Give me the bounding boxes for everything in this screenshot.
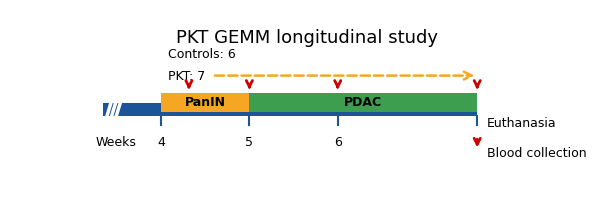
Text: PKT: 7: PKT: 7 <box>168 70 205 83</box>
Text: 5: 5 <box>245 136 253 149</box>
Text: PDAC: PDAC <box>344 96 382 109</box>
Text: 4: 4 <box>157 136 165 149</box>
Text: PanIN: PanIN <box>185 96 226 109</box>
Text: PKT GEMM longitudinal study: PKT GEMM longitudinal study <box>176 29 439 47</box>
Text: Blood collection: Blood collection <box>487 147 586 160</box>
Bar <box>250 93 477 112</box>
Bar <box>103 103 477 116</box>
Text: Controls: 6: Controls: 6 <box>168 48 236 61</box>
Bar <box>161 93 250 112</box>
Text: Euthanasia: Euthanasia <box>487 117 556 130</box>
Text: 6: 6 <box>334 136 341 149</box>
Text: Weeks: Weeks <box>96 136 137 149</box>
